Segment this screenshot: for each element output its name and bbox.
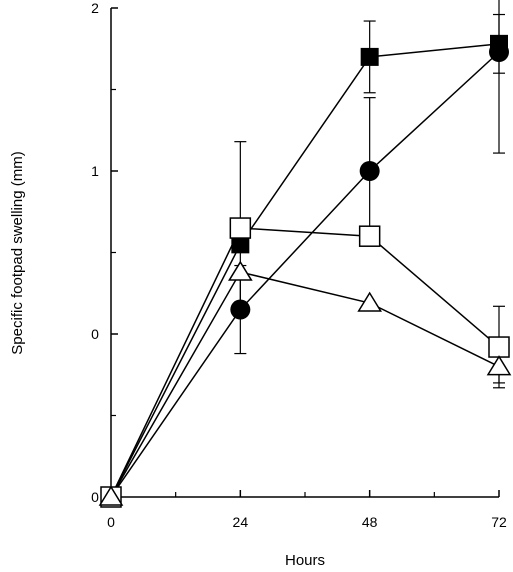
data-point-open-triangle	[227, 260, 253, 281]
series-line	[110, 227, 500, 498]
x-tick-label: 48	[362, 514, 378, 530]
x-tick-label: 0	[107, 514, 115, 530]
series-line	[110, 271, 500, 498]
data-point-open-triangle	[98, 485, 124, 506]
y-ticks: 0 0 1 2	[91, 0, 118, 505]
data-point-open-triangle	[357, 291, 383, 312]
x-tick-label: 72	[491, 514, 507, 530]
data-point-filled-square	[231, 235, 250, 254]
data-point-open-square	[358, 225, 381, 247]
data-point-open-square	[229, 217, 252, 239]
data-point-filled-circle	[489, 42, 509, 63]
series-layer	[98, 0, 512, 508]
series-line	[110, 51, 500, 498]
data-point-open-triangle	[486, 355, 512, 376]
x-tick-label: 24	[233, 514, 249, 530]
y-tick-label: 1	[91, 163, 99, 179]
data-point-open-square	[488, 336, 510, 358]
x-axis-title: Hours	[285, 552, 325, 569]
y-tick-label: 0	[91, 326, 99, 342]
x-ticks: 0 24 48 72	[107, 490, 507, 530]
y-tick-label: 2	[91, 0, 99, 16]
series-line	[110, 43, 500, 498]
y-tick-label: 0	[91, 489, 99, 505]
y-axis-title: Specific footpad swelling (mm)	[9, 151, 26, 354]
data-point-filled-square	[360, 47, 379, 66]
data-point-filled-circle	[230, 299, 251, 320]
data-point-filled-circle	[359, 161, 380, 181]
